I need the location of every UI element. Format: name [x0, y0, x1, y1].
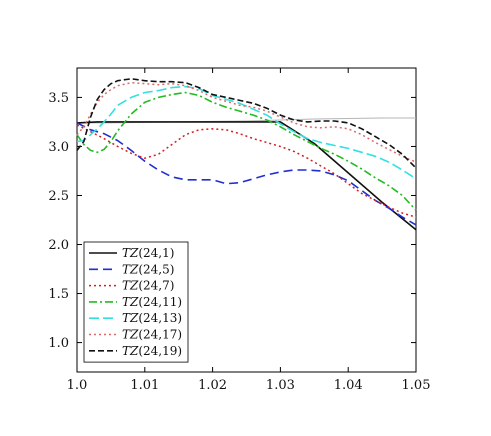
legend-label-args: (24,11) — [138, 295, 182, 309]
legend: TZ(24,1)TZ(24,5)TZ(24,7)TZ(24,11)TZ(24,1… — [83, 241, 189, 363]
y-tick-label: 3.0 — [48, 140, 69, 155]
series-line-tz24-19 — [76, 78, 417, 169]
legend-label-base: TZ — [122, 246, 139, 260]
y-tick-label: 3.5 — [48, 91, 69, 106]
plot-frame — [76, 67, 417, 373]
series-line-tz24-13 — [76, 85, 417, 180]
legend-label-base: TZ — [122, 262, 139, 276]
legend-label-args: (24,1) — [138, 246, 174, 260]
legend-label-args: (24,19) — [138, 344, 182, 358]
legend-label-args: (24,13) — [138, 311, 182, 325]
y-tick-label: 1.0 — [48, 336, 69, 351]
y-tick-label: 2.0 — [48, 238, 69, 253]
y-tick-label: 2.5 — [48, 189, 69, 204]
legend-label-base: TZ — [122, 328, 139, 342]
axis-ticks: 1.0 1.01 1.02 1.03 1.04 1.05 1.0 1.5 2.0 2.5 3.0 3.… — [48, 68, 430, 393]
series-line-tz24-7 — [76, 124, 417, 218]
legend-label: TZ(24,11) — [122, 295, 182, 309]
legend-label: TZ(24,17) — [122, 328, 182, 342]
legend-label: TZ(24,13) — [122, 311, 182, 325]
series-line-tz24-5 — [76, 122, 417, 226]
series-layer — [76, 78, 417, 231]
legend-label: TZ(24,7) — [122, 279, 174, 293]
x-tick-label: 1.01 — [130, 378, 159, 393]
legend-label: TZ(24,19) — [122, 344, 182, 358]
series-line-tz24-11 — [76, 91, 417, 211]
legend-label-base: TZ — [122, 295, 139, 309]
legend-label: TZ(24,1) — [122, 246, 174, 260]
x-tick-label: 1.04 — [334, 378, 363, 393]
y-tick-label: 1.5 — [48, 287, 69, 302]
legend-label-base: TZ — [122, 279, 139, 293]
legend-label: TZ(24,5) — [122, 262, 174, 276]
legend-label-args: (24,5) — [138, 262, 174, 276]
x-tick-label: 1.02 — [198, 378, 227, 393]
axes-box — [76, 67, 417, 373]
legend-label-base: TZ — [122, 344, 139, 358]
legend-label-base: TZ — [122, 311, 139, 325]
x-tick-label: 1.0 — [67, 378, 88, 393]
legend-label-args: (24,17) — [138, 328, 182, 342]
legend-label-args: (24,7) — [138, 279, 174, 293]
series-line-tz24-1 — [76, 121, 417, 231]
x-tick-label: 1.05 — [402, 378, 431, 393]
x-tick-label: 1.03 — [266, 378, 295, 393]
